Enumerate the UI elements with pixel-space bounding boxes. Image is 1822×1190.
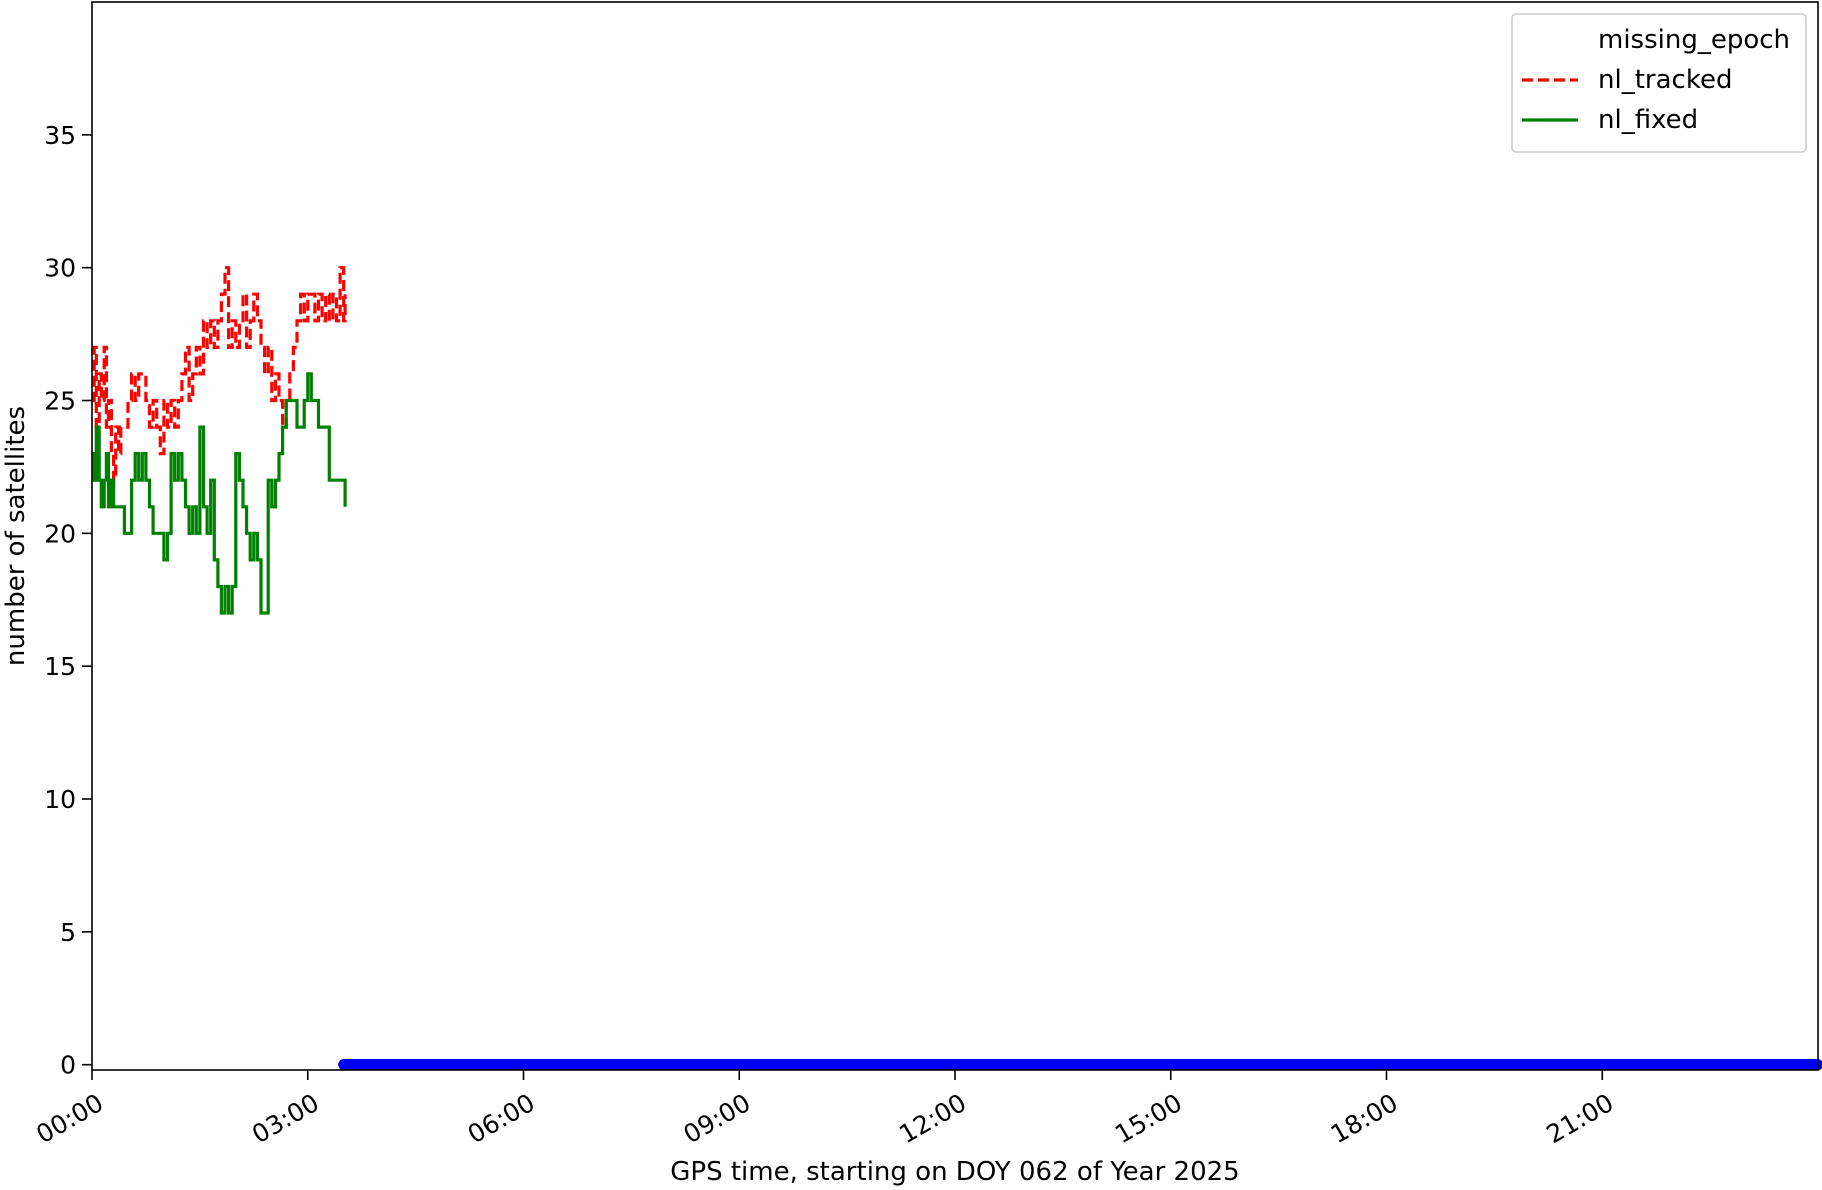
y-tick-label: 35 [44, 121, 76, 150]
series-layer [92, 266, 1822, 1071]
y-axis-label: number of satellites [1, 406, 31, 666]
x-tick-label: 00:00 [31, 1088, 108, 1149]
legend-box [1511, 13, 1807, 153]
x-tick-label: 09:00 [679, 1088, 756, 1149]
y-tick-label: 5 [60, 918, 76, 947]
y-tick-label: 15 [44, 652, 76, 681]
y-tick-label: 0 [60, 1051, 76, 1080]
legend: missing_epoch nl_tracked nl_fixed [1511, 13, 1807, 153]
legend-label: missing_epoch [1598, 25, 1790, 55]
y-tick-label: 20 [44, 519, 76, 548]
y-tick-label: 10 [44, 785, 76, 814]
legend-label: nl_tracked [1598, 65, 1732, 95]
legend-label: nl_fixed [1598, 105, 1698, 135]
plot-frame [91, 1, 1819, 1071]
x-tick-label: 15:00 [1110, 1088, 1187, 1149]
x-axis: 00:00 03:00 06:00 09:00 12:00 15:00 18:00 21:00 [31, 1070, 1618, 1149]
y-tick-label: 30 [44, 254, 76, 283]
x-tick-label: 18:00 [1326, 1088, 1403, 1149]
x-tick-label: 06:00 [463, 1088, 540, 1149]
y-tick-label: 25 [44, 387, 76, 416]
missing-epoch-marker [1812, 1059, 1822, 1071]
x-tick-label: 12:00 [894, 1088, 971, 1149]
x-tick-label: 03:00 [247, 1088, 324, 1149]
x-tick-label: 21:00 [1542, 1088, 1619, 1149]
series-line-nl-fixed [92, 372, 347, 615]
x-axis-label: GPS time, starting on DOY 062 of Year 20… [670, 1157, 1239, 1187]
series-line-nl-tracked [92, 266, 347, 482]
y-axis: 0 5 10 15 20 25 30 35 [44, 121, 92, 1080]
series-missing-epoch [338, 1059, 1822, 1071]
